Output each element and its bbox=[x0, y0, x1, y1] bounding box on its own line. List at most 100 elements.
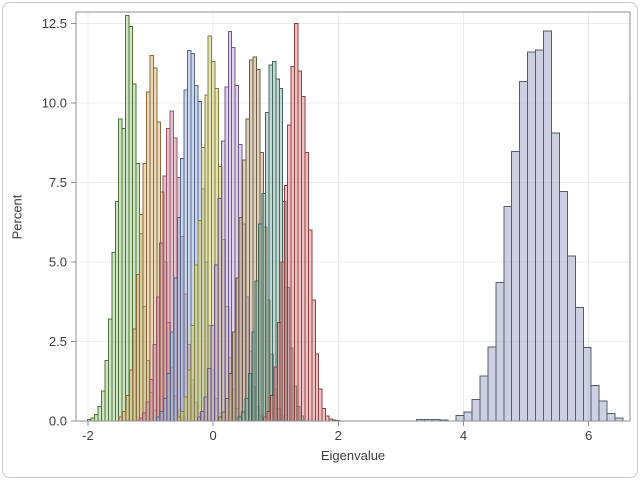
histogram-bar bbox=[273, 366, 278, 422]
histogram-bar bbox=[254, 280, 260, 422]
plot-frame bbox=[75, 11, 631, 422]
histogram-bar bbox=[479, 375, 489, 422]
histogram-bar bbox=[107, 318, 113, 422]
histogram-bar bbox=[183, 396, 189, 422]
histogram-bar bbox=[114, 201, 120, 422]
histogram-bar bbox=[118, 416, 123, 422]
histogram-bar bbox=[207, 368, 212, 422]
histogram-bar bbox=[543, 30, 552, 422]
y-tick-label: 5.0 bbox=[49, 254, 67, 269]
y-tick-label: 7.5 bbox=[49, 175, 67, 190]
histogram-bar bbox=[200, 410, 205, 422]
histogram-bar bbox=[210, 325, 215, 422]
histogram-bar bbox=[146, 91, 151, 422]
histogram-bar bbox=[527, 51, 537, 422]
histogram-bar bbox=[314, 353, 320, 422]
histogram-bar bbox=[152, 344, 157, 422]
histogram-bar bbox=[503, 206, 513, 422]
histogram-bar bbox=[311, 299, 316, 422]
x-tick-label: -2 bbox=[82, 428, 94, 443]
histogram-bar bbox=[463, 411, 473, 422]
histogram-bar bbox=[218, 416, 223, 422]
y-tick-label: 2.5 bbox=[49, 334, 67, 349]
y-tick-label: 12.5 bbox=[42, 16, 67, 31]
histogram-bar bbox=[244, 398, 249, 422]
histogram-bar bbox=[121, 127, 127, 422]
histogram-bar bbox=[566, 255, 576, 422]
histogram-bar bbox=[240, 411, 246, 422]
histogram-bar bbox=[307, 229, 313, 422]
histogram-bar bbox=[251, 331, 256, 422]
histogram-bar bbox=[214, 264, 219, 422]
histogram-bar bbox=[180, 410, 185, 422]
histogram-bar bbox=[455, 414, 465, 422]
histogram-bar bbox=[294, 22, 299, 422]
x-axis-title: Eigenvalue bbox=[320, 448, 386, 463]
x-tick-label: 6 bbox=[585, 428, 592, 443]
histogram-bar bbox=[574, 306, 584, 422]
histogram-bar bbox=[231, 331, 237, 422]
x-tick-label: 0 bbox=[209, 428, 216, 443]
y-axis-title: Percent bbox=[9, 194, 25, 240]
histogram-bar bbox=[276, 321, 282, 422]
histogram-bar bbox=[187, 49, 192, 422]
histogram-bar bbox=[118, 118, 123, 422]
series-dist-grayblue bbox=[415, 30, 624, 422]
histogram-bar bbox=[180, 158, 185, 422]
histogram-bar bbox=[217, 197, 222, 422]
histogram-bar bbox=[200, 146, 206, 422]
x-tick-label: 2 bbox=[335, 428, 342, 443]
histogram-bar bbox=[162, 175, 168, 422]
histogram-bar bbox=[227, 30, 233, 422]
histogram-bar bbox=[221, 411, 226, 422]
histogram-bar bbox=[159, 242, 164, 422]
histogram-bar bbox=[135, 274, 141, 422]
histogram-bar bbox=[283, 185, 289, 422]
histogram-bar bbox=[247, 372, 253, 422]
histogram-bar bbox=[268, 64, 273, 422]
histogram-bar bbox=[148, 379, 154, 422]
histogram-bar bbox=[203, 396, 209, 422]
histogram-bar bbox=[142, 412, 147, 422]
histogram-bar bbox=[169, 331, 175, 422]
histogram-bar bbox=[235, 277, 240, 422]
histogram-bar bbox=[145, 401, 150, 422]
histogram-bar bbox=[304, 151, 309, 422]
histogram-bar bbox=[535, 49, 545, 422]
histogram-bar bbox=[511, 151, 521, 422]
histogram-bar bbox=[197, 220, 202, 422]
histogram-bar bbox=[280, 261, 285, 422]
histogram-bar bbox=[97, 406, 103, 422]
histogram-bar bbox=[190, 325, 195, 422]
histogram-bar bbox=[487, 346, 497, 422]
histogram-bar bbox=[558, 191, 568, 422]
histogram-bar bbox=[121, 410, 127, 422]
histogram-bar bbox=[519, 81, 529, 422]
histogram-bar bbox=[224, 86, 229, 422]
histogram-bar bbox=[270, 395, 275, 422]
histogram-bar bbox=[166, 372, 171, 422]
y-tick-label: 0.0 bbox=[49, 414, 67, 429]
histogram-bar bbox=[139, 213, 144, 422]
histogram-bar bbox=[471, 398, 481, 422]
histogram-bar bbox=[318, 388, 323, 422]
histogram-bar bbox=[155, 296, 161, 422]
histogram-bar bbox=[111, 251, 116, 422]
histogram-bar bbox=[297, 70, 303, 422]
histogram-bar bbox=[598, 400, 608, 422]
histogram-bar bbox=[125, 395, 130, 422]
histogram-bar bbox=[266, 410, 272, 422]
histogram-bar bbox=[265, 112, 270, 422]
histogram-bar bbox=[156, 416, 161, 422]
histogram-bar bbox=[187, 369, 192, 422]
histogram-bar bbox=[224, 398, 230, 422]
histogram-bar bbox=[550, 132, 560, 422]
histogram-bar bbox=[220, 140, 226, 422]
histogram-bar bbox=[104, 360, 109, 422]
histogram-bar bbox=[242, 159, 247, 422]
histogram-bar bbox=[159, 410, 164, 422]
histogram-bar bbox=[495, 282, 505, 422]
histogram-bar bbox=[183, 89, 189, 422]
histogram-bar bbox=[142, 162, 148, 422]
